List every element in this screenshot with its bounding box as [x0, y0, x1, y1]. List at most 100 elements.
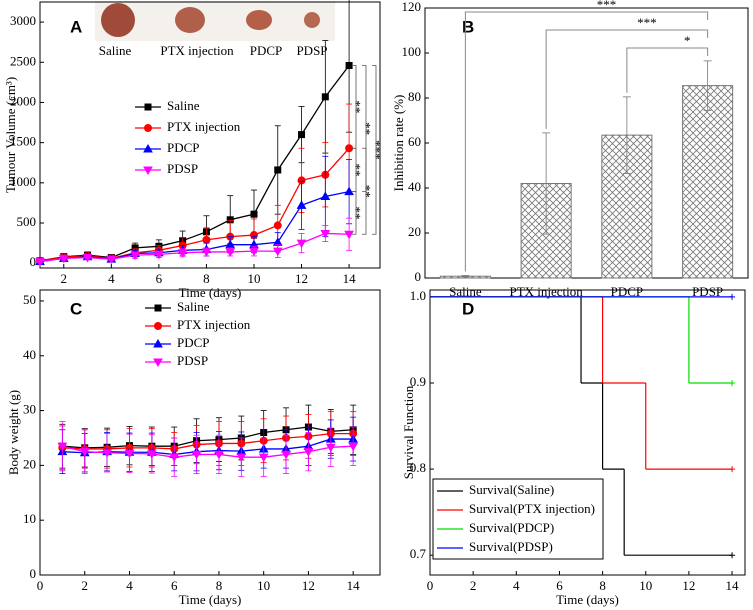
marker [154, 250, 164, 260]
x-tick-label: 14 [343, 271, 357, 286]
error-bar [542, 132, 551, 235]
censor-mark [729, 293, 736, 300]
x-tick-label: 0 [427, 578, 434, 593]
y-axis-label: Inhibition rate (%) [391, 95, 406, 192]
legend-label: Saline [167, 98, 200, 113]
x-tick-label: 10 [257, 578, 270, 593]
marker [35, 258, 45, 267]
censor-mark [729, 552, 736, 559]
y-tick-label: 20 [23, 456, 36, 471]
marker [154, 322, 162, 330]
marker [106, 255, 117, 265]
x-tick-label: 8 [216, 578, 223, 593]
tumour-photo [95, 1, 335, 41]
y-tick-label: 10 [23, 511, 36, 526]
legend-frame [432, 478, 604, 560]
marker [153, 358, 163, 368]
plot-frame [429, 289, 746, 576]
marker [298, 131, 306, 139]
x-tick-label: 4 [108, 271, 115, 286]
censor-mark [729, 379, 736, 386]
series-line [62, 426, 354, 449]
y-axis-label: Survival Function [401, 385, 416, 479]
marker [79, 448, 90, 457]
significance-bracket [372, 65, 377, 235]
y-tick-label: 40 [23, 347, 36, 362]
marker [144, 103, 152, 111]
y-tick-label: 500 [17, 214, 37, 229]
x-tick-label: PDCP [611, 284, 644, 299]
significance-bracket [626, 47, 709, 93]
legend-label: PDCP [177, 335, 210, 350]
photo-label: PTX injection [160, 43, 234, 58]
marker [345, 144, 354, 153]
significance-label: ** [352, 100, 367, 113]
marker [320, 191, 331, 200]
significance-label: ** [352, 163, 367, 176]
y-tick-label: 50 [23, 292, 36, 307]
y-axis-label: Body weight (g) [6, 390, 21, 475]
x-tick-label: Saline [449, 284, 482, 299]
x-tick-label: 4 [513, 578, 520, 593]
panel-letter: B [462, 17, 474, 36]
plot-frame [39, 289, 381, 576]
x-tick-label: 2 [81, 578, 88, 593]
marker [272, 237, 283, 246]
marker [143, 166, 153, 176]
marker [143, 143, 153, 153]
x-tick-label: 0 [37, 578, 44, 593]
y-tick-label: 0 [30, 254, 37, 269]
error-bar [703, 60, 712, 111]
significance-label: ** [362, 185, 377, 198]
legend-label: Survival(PTX injection) [469, 501, 595, 516]
x-tick-label: 14 [726, 578, 740, 593]
marker [345, 61, 353, 69]
x-tick-label: 8 [599, 578, 606, 593]
marker [303, 448, 314, 457]
significance-bracket [545, 29, 709, 129]
marker [258, 453, 269, 463]
marker [146, 450, 157, 459]
censor-mark [729, 466, 736, 473]
y-tick-label: 80 [408, 89, 421, 104]
y-tick-label: 0 [30, 566, 37, 581]
y-tick-label: 60 [408, 134, 421, 149]
legend-label: PDSP [167, 161, 198, 176]
marker [296, 239, 307, 249]
marker [274, 166, 282, 174]
marker [236, 453, 247, 463]
photo-label: PDCP [250, 43, 283, 58]
y-tick-label: 40 [408, 179, 421, 194]
marker [249, 247, 259, 257]
x-tick-label: 4 [126, 578, 133, 593]
marker [191, 450, 202, 460]
y-tick-label: 2000 [10, 93, 36, 108]
marker [58, 254, 69, 264]
significance-bracket [362, 65, 367, 193]
x-tick-label: 2 [470, 578, 477, 593]
significance-label: * [684, 33, 691, 48]
significance-label: *** [637, 15, 657, 30]
marker [225, 248, 236, 257]
marker [153, 338, 163, 348]
y-tick-label: 1.0 [410, 288, 426, 303]
marker [321, 93, 329, 101]
legend-label: PDSP [177, 353, 208, 368]
x-tick-label: 8 [203, 271, 210, 286]
y-axis-label: Tumour Volume (cm³) [3, 77, 18, 193]
y-tick-label: 100 [402, 44, 422, 59]
y-tick-label: 0.9 [410, 374, 426, 389]
legend-label: PTX injection [167, 119, 241, 134]
marker [273, 221, 282, 230]
marker [344, 230, 354, 240]
series-line [62, 438, 354, 456]
y-tick-label: 0.7 [410, 546, 427, 561]
marker [250, 210, 258, 218]
significance-bracket [352, 191, 357, 235]
y-tick-label: 2500 [10, 53, 36, 68]
series-line [62, 445, 354, 458]
x-tick-label: 10 [247, 271, 260, 286]
x-tick-label: 2 [61, 271, 68, 286]
x-tick-label: 10 [639, 578, 652, 593]
